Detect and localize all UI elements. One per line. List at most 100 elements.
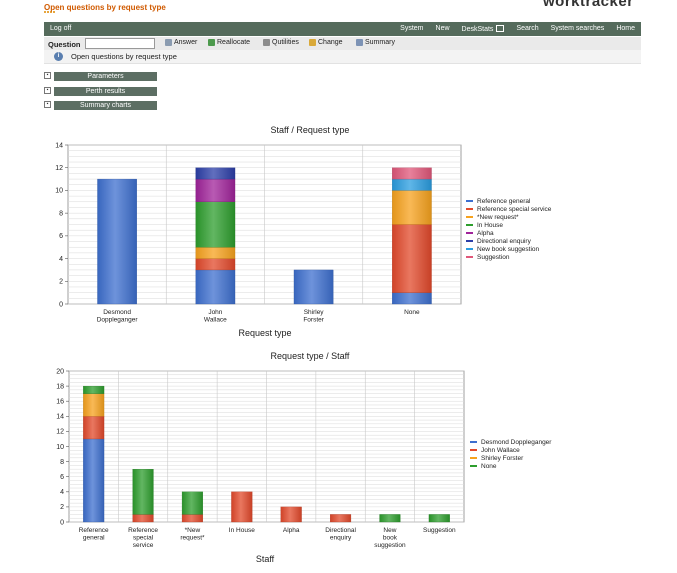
legend-item: Reference special service [466, 205, 551, 213]
bar-segment [195, 247, 236, 259]
question-toolbar: Question Answer Reallocate Qutilities Ch… [44, 37, 641, 50]
legend-item: John Wallace [470, 446, 551, 454]
legend-label: John Wallace [481, 446, 520, 454]
legend-label: Reference special service [477, 205, 552, 213]
legend-swatch [466, 232, 473, 234]
menu-system[interactable]: System [400, 25, 424, 32]
y-tick-label: 14 [55, 142, 63, 149]
bar-segment [293, 269, 334, 305]
top-menu: System New DeskStats Search System searc… [388, 25, 635, 33]
summary-button[interactable]: Summary [356, 39, 395, 46]
summary-label: Summary [365, 39, 395, 46]
legend-item: None [470, 462, 551, 470]
legend-item: In House [466, 221, 551, 229]
bar-segment [195, 269, 236, 305]
bar-segment [392, 292, 432, 305]
question-input[interactable] [85, 38, 155, 49]
legend-swatch [466, 200, 473, 202]
legend-swatch [470, 457, 477, 459]
x-tick-label: Alpha [283, 527, 300, 534]
answer-icon [165, 39, 172, 46]
collapse-toggle-icon[interactable]: ▪ [44, 101, 51, 108]
legend-item: Directional enquiry [466, 237, 551, 245]
y-tick-label: 20 [56, 368, 64, 375]
menu-system-searches[interactable]: System searches [550, 25, 605, 32]
legend-item: Shirley Forster [470, 454, 551, 462]
menu-new[interactable]: New [435, 25, 450, 32]
y-tick-label: 12 [56, 429, 64, 436]
collapse-toggle-icon[interactable]: ▪ [44, 72, 51, 79]
bar-segment [392, 178, 432, 191]
x-tick-label: Directional enquiry [325, 527, 356, 542]
reallocate-button[interactable]: Reallocate [208, 39, 250, 46]
bar-segment [379, 514, 401, 523]
legend-item: Desmond Doppleganger [470, 438, 551, 446]
y-tick-label: 12 [55, 165, 63, 172]
window-icon [496, 25, 505, 32]
qutilities-label: Qutilities [272, 39, 299, 46]
y-tick-label: 0 [59, 301, 63, 308]
y-tick-label: 4 [60, 489, 64, 496]
x-tick-label: Desmond Doppleganger [97, 309, 139, 324]
y-tick-label: 10 [55, 188, 63, 195]
legend-label: None [481, 462, 497, 470]
x-tick-label: *New request* [180, 527, 205, 542]
qutilities-button[interactable]: Qutilities [263, 39, 299, 46]
legend-label: In House [477, 221, 504, 229]
y-tick-label: 10 [56, 444, 64, 451]
chart2-svg: 0 2 4 6 8 10 12 14 16 18 20 Reference general Referen… [56, 368, 465, 549]
y-tick-label: 0 [60, 519, 64, 526]
legend-label: *New request* [477, 213, 519, 221]
chart2-x-axis-title: Staff [255, 554, 275, 564]
bar-segment [392, 190, 432, 225]
y-tick-label: 14 [56, 414, 64, 421]
bar-segment [132, 514, 154, 523]
change-button[interactable]: Change [309, 39, 343, 46]
bar-segment [280, 506, 302, 523]
legend-swatch [466, 216, 473, 218]
legend-swatch [466, 224, 473, 226]
chart1-svg: 0 2 4 6 8 10 12 14 Desmond Doppleganger John Wallac… [55, 142, 462, 324]
summary-icon [356, 39, 363, 46]
y-tick-label: 8 [59, 210, 63, 217]
legend-swatch [470, 441, 477, 443]
logoff-link[interactable]: Log off [50, 25, 72, 32]
reallocate-label: Reallocate [217, 39, 251, 46]
x-tick-label: New book suggestion [374, 527, 406, 549]
bar-segment [195, 178, 236, 202]
menu-search[interactable]: Search [516, 25, 539, 32]
qutilities-icon [263, 39, 270, 46]
legend-item: Alpha [466, 229, 551, 237]
top-navbar: Log off System New DeskStats Search Syst… [44, 22, 641, 36]
y-tick-label: 18 [56, 383, 64, 390]
legend-swatch [466, 256, 473, 258]
brand-logo: worktracker [543, 0, 634, 10]
bar-segment [132, 469, 154, 515]
legend-label: Desmond Doppleganger [481, 438, 552, 446]
question-label: Question [48, 40, 81, 49]
legend-item: Suggestion [466, 253, 551, 261]
bar-segment [330, 514, 352, 523]
y-tick-label: 2 [59, 279, 63, 286]
section-perth-results-label: Perth results [54, 87, 157, 96]
legend-label: Shirley Forster [481, 454, 524, 462]
menu-home[interactable]: Home [616, 25, 635, 32]
legend-item: *New request* [466, 213, 551, 221]
bar-segment [181, 491, 203, 515]
x-tick-label: John Wallace [204, 309, 227, 324]
x-tick-label: None [404, 309, 420, 316]
bar-segment [195, 258, 236, 271]
reallocate-icon [208, 39, 215, 46]
chart2-title: Request type / Staff [270, 351, 350, 361]
answer-button[interactable]: Answer [165, 39, 197, 46]
menu-deskstats-label: DeskStats [461, 26, 494, 33]
legend-swatch [470, 465, 477, 467]
menu-deskstats[interactable]: DeskStats [462, 25, 505, 33]
bar-segment [392, 167, 432, 180]
collapse-toggle-icon[interactable]: ▪ [44, 87, 51, 94]
bar-segment [83, 385, 105, 394]
logo-decoration [44, 0, 62, 13]
legend-swatch [466, 208, 473, 210]
bar-segment [195, 201, 236, 248]
chart1-legend: Reference general Reference special servi… [466, 197, 551, 261]
